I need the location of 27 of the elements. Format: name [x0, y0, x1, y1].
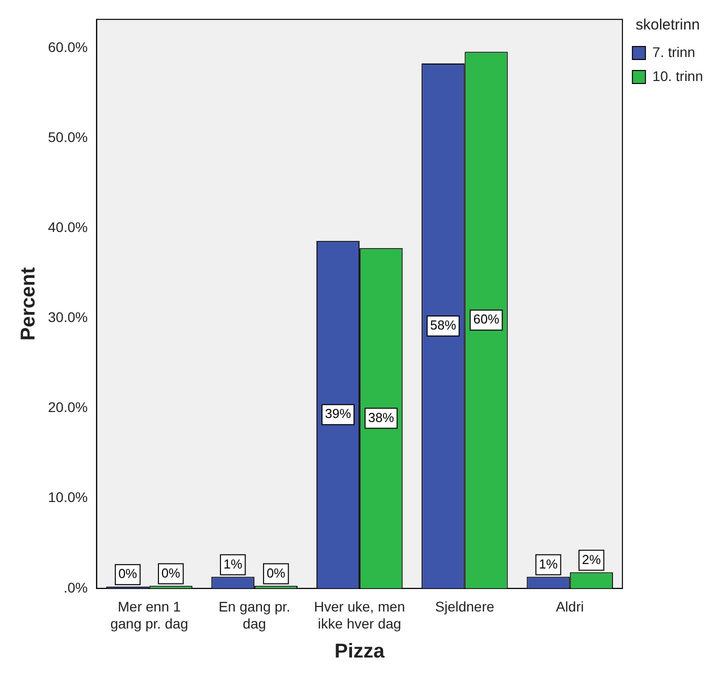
data-label: 58%	[430, 318, 457, 333]
x-tick-label: Aldri	[556, 598, 584, 615]
x-axis-title: Pizza	[334, 640, 386, 663]
data-label: 0%	[266, 565, 286, 580]
y-tick-label: 40.0%	[48, 219, 88, 236]
y-tick-label: .0%	[64, 579, 88, 596]
y-axis-title: Percent	[18, 266, 40, 341]
y-tick-label: 20.0%	[48, 399, 88, 416]
x-tick-label: Mer enn 1 gang pr. dag	[110, 598, 188, 632]
data-label: 1%	[223, 556, 243, 572]
y-tick-label: 50.0%	[48, 129, 88, 146]
legend-label: 10. trinn	[652, 68, 704, 84]
y-tick-label: 10.0%	[48, 489, 88, 506]
x-tick-label: Hver uke, men ikke hver dag	[314, 598, 406, 632]
x-tick-label: Sjeldnere	[435, 598, 494, 615]
y-tick-label: 60.0%	[48, 39, 88, 56]
x-tick-label: En gang pr. dag	[218, 598, 290, 632]
legend-title: skoletrinn	[636, 16, 700, 34]
data-label: 0%	[118, 566, 138, 582]
legend-label: 7. trinn	[652, 44, 696, 60]
data-label: 1%	[538, 556, 558, 572]
data-label: 39%	[324, 406, 352, 422]
data-label: 0%	[161, 565, 181, 580]
data-label: 60%	[473, 312, 500, 327]
data-label: 2%	[582, 552, 602, 567]
data-label: 38%	[368, 410, 395, 425]
y-tick-label: 30.0%	[48, 309, 88, 326]
